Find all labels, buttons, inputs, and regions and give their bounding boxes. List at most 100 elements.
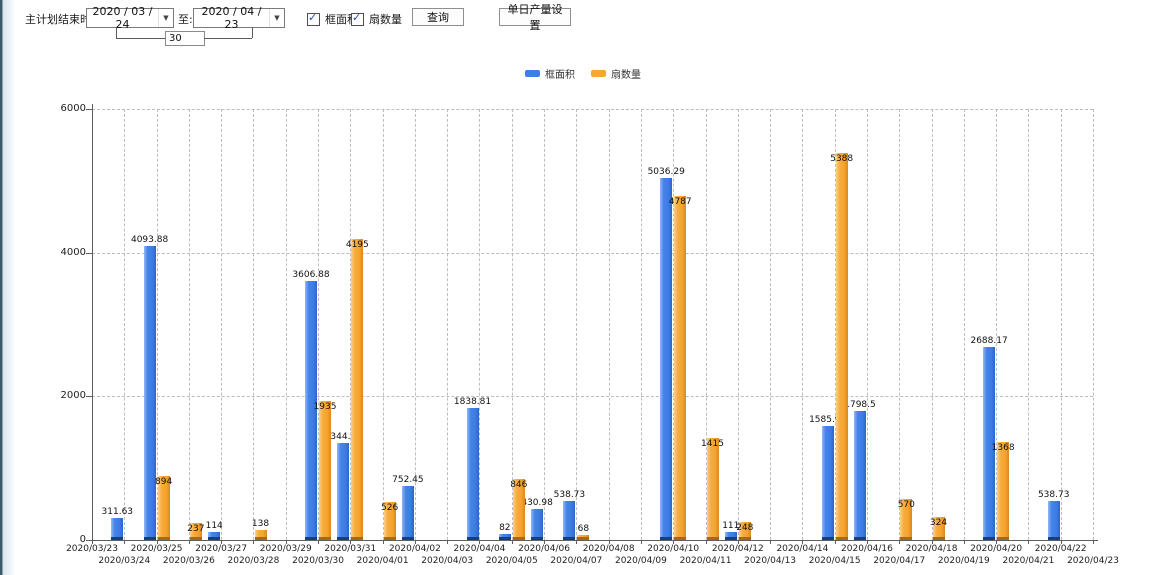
x-gridline <box>221 109 223 540</box>
bar-框面积-2020/04/02 <box>401 485 414 540</box>
x-axis-label: 2020/03/25 <box>130 544 183 554</box>
bar-value-label: 894 <box>155 476 173 487</box>
bar-扇数量-2020/04/05 <box>512 479 525 540</box>
bar-value-label: 538.73 <box>1037 490 1070 501</box>
x-gridline <box>511 109 513 540</box>
y-axis-line <box>92 104 93 540</box>
x-axis-tick <box>544 540 546 544</box>
x-gridline <box>414 109 416 540</box>
legend-item-frame-area: 框面积 <box>525 66 575 81</box>
bar-扇数量-2020/04/15 <box>835 153 848 540</box>
x-axis-label: 2020/03/27 <box>195 544 248 554</box>
x-gridline <box>1060 109 1062 540</box>
x-gridline <box>447 109 449 540</box>
x-axis-label: 2020/04/19 <box>937 556 990 566</box>
x-axis-tick <box>673 540 675 544</box>
x-axis-label: 2020/03/28 <box>227 556 280 566</box>
y-axis-label: 4000 <box>60 247 86 258</box>
x-gridline <box>318 109 320 540</box>
x-axis-label: 2020/04/02 <box>388 544 441 554</box>
x-axis-label: 2020/04/09 <box>614 556 667 566</box>
bar-value-label: 1798.5 <box>844 399 876 410</box>
x-gridline <box>285 109 287 540</box>
x-gridline <box>188 109 190 540</box>
bar-value-label: 114 <box>205 520 223 531</box>
x-axis-label: 2020/04/23 <box>1067 556 1119 566</box>
x-axis-label: 2020/04/17 <box>873 556 926 566</box>
x-gridline <box>1028 109 1030 540</box>
bar-value-label: 1838.81 <box>453 396 492 407</box>
legend-swatch-orange <box>591 70 606 77</box>
checkbox-checked-icon[interactable] <box>307 11 320 26</box>
x-gridline <box>770 109 772 540</box>
x-axis-tick <box>931 540 933 544</box>
date-to-picker[interactable]: 2020 / 04 / 23 ▼ <box>193 5 285 31</box>
dropdown-arrow-icon[interactable]: ▼ <box>269 9 284 27</box>
bar-框面积-2020/03/24 <box>111 517 124 540</box>
x-axis-tick <box>318 540 320 544</box>
date-from-picker[interactable]: 2020 / 03 / 24 ▼ <box>86 5 174 31</box>
x-axis-tick <box>963 540 965 544</box>
x-axis-tick <box>802 540 804 544</box>
x-axis-label: 2020/04/03 <box>421 556 474 566</box>
bar-框面积-2020/04/16 <box>854 410 866 540</box>
x-axis-tick <box>285 540 287 544</box>
bar-value-label: 324 <box>929 517 948 528</box>
checkbox-frame-area[interactable]: 框面积 <box>307 11 358 27</box>
bar-框面积-2020/04/07 <box>563 501 576 540</box>
date-to-value: 2020 / 04 / 23 <box>201 5 262 31</box>
x-gridline <box>899 109 901 540</box>
connector-line <box>116 27 117 38</box>
bar-框面积-2020/04/15 <box>821 426 834 540</box>
x-axis-line <box>87 540 1098 541</box>
x-axis-tick <box>866 540 868 544</box>
bar-扇数量-2020/03/30 <box>319 401 331 540</box>
x-axis-tick <box>1028 540 1030 544</box>
x-axis-tick <box>576 540 578 544</box>
bar-value-label: 311.63 <box>101 506 134 517</box>
x-gridline <box>673 109 675 540</box>
x-axis-label: 2020/03/31 <box>324 544 377 554</box>
bar-框面积-2020/04/05 <box>498 534 511 540</box>
x-axis-label: 2020/04/21 <box>1002 556 1055 566</box>
x-axis-tick <box>350 540 352 544</box>
x-gridline <box>253 109 255 540</box>
x-gridline <box>156 109 158 540</box>
x-gridline <box>382 109 384 540</box>
checkbox-checked-icon[interactable] <box>351 11 364 26</box>
x-axis-tick <box>92 540 93 544</box>
bar-扇数量-2020/03/25 <box>157 475 170 540</box>
y-axis-tick <box>86 109 92 110</box>
bar-扇数量-2020/04/17 <box>900 499 913 540</box>
x-axis-tick <box>188 540 190 544</box>
x-axis-label: 2020/04/07 <box>550 556 603 566</box>
dropdown-arrow-icon[interactable]: ▼ <box>158 9 173 27</box>
bar-扇数量-2020/04/20 <box>997 441 1010 540</box>
bar-扇数量-2020/04/10 <box>674 196 687 540</box>
period-label: 主计划结束时间: <box>25 13 106 26</box>
x-gridline <box>996 109 998 540</box>
x-axis-tick <box>640 540 642 544</box>
y-axis-label: 6000 <box>60 103 86 114</box>
x-gridline <box>834 109 836 540</box>
checkbox-fan-count-label: 扇数量 <box>369 13 402 26</box>
bar-value-label: 430.98 <box>521 498 553 508</box>
bar-扇数量-2020/03/26 <box>189 523 202 540</box>
checkbox-fan-count[interactable]: 扇数量 <box>351 11 402 27</box>
x-gridline <box>802 109 804 540</box>
bar-value-label: 526 <box>381 503 399 514</box>
x-axis-tick <box>737 540 739 544</box>
x-gridline <box>608 109 610 540</box>
x-axis-label: 2020/03/24 <box>98 556 151 566</box>
x-axis-tick <box>511 540 513 544</box>
bar-value-label: 237 <box>187 524 205 534</box>
bar-框面积-2020/04/12 <box>724 532 737 540</box>
x-gridline <box>576 109 578 540</box>
bar-value-label: 752.45 <box>392 474 424 485</box>
query-button[interactable]: 查询 <box>412 8 464 26</box>
x-gridline <box>640 109 642 540</box>
connector-line <box>252 27 253 38</box>
legend-item-fan-count: 扇数量 <box>591 66 641 81</box>
x-axis-tick <box>996 540 998 544</box>
